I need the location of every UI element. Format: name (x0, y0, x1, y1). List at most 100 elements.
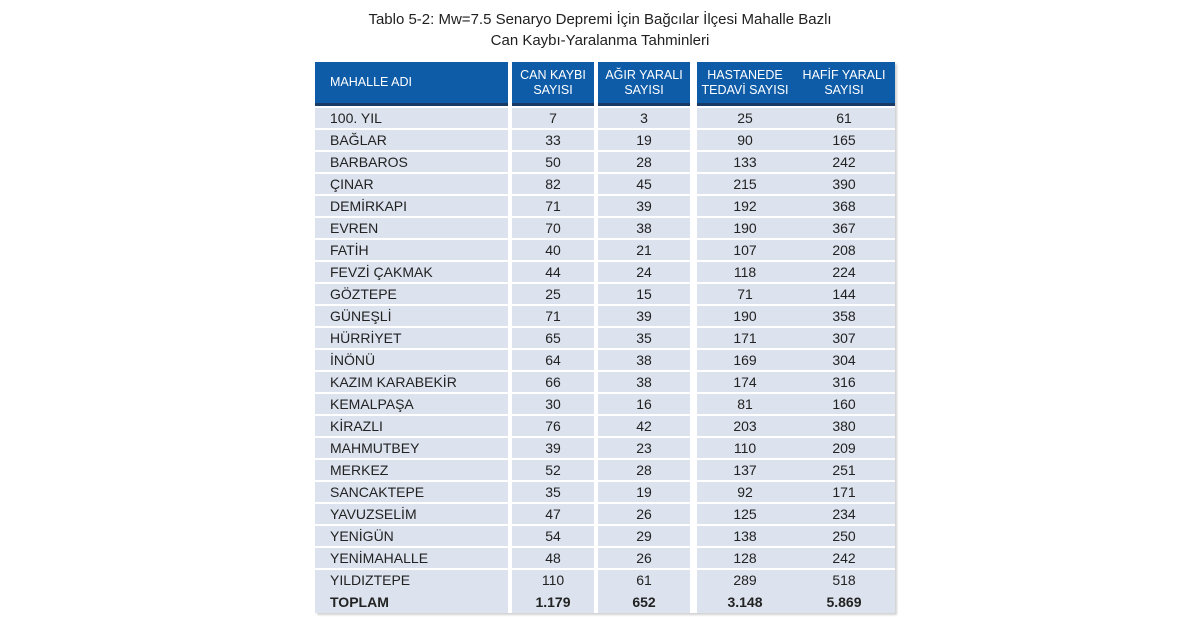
value-cell: 7 (512, 108, 594, 128)
value-cell: 21 (598, 240, 690, 260)
col-header-label: HASTANEDE (707, 67, 783, 82)
value-cell: 1.179 (512, 590, 594, 613)
table-row: DEMİRKAPI 71 39 192 368 (315, 196, 895, 216)
value-cell: 251 (793, 460, 895, 480)
table-row: EVREN 70 38 190 367 (315, 218, 895, 238)
value-cell: 26 (598, 548, 690, 568)
table-row: YENİGÜN 54 29 138 250 (315, 526, 895, 546)
value-cell: 23 (598, 438, 690, 458)
value-cell: 92 (697, 482, 793, 502)
mahalle-name-cell: BAĞLAR (315, 130, 508, 150)
col-header-mahalle-adi: MAHALLE ADI (315, 62, 508, 106)
col-header-label: CAN KAYBI (520, 67, 586, 82)
value-cell: 358 (793, 306, 895, 326)
value-cell: 29 (598, 526, 690, 546)
col-header-can-kaybi: CAN KAYBI SAYISI (512, 62, 594, 106)
value-cell: 28 (598, 152, 690, 172)
value-cell: 174 (697, 372, 793, 392)
table-row: KEMALPAŞA 30 16 81 160 (315, 394, 895, 414)
value-cell: 192 (697, 196, 793, 216)
value-cell: 19 (598, 482, 690, 502)
mahalle-name-cell: KAZIM KARABEKİR (315, 372, 508, 392)
table-caption: Tablo 5-2: Mw=7.5 Senaryo Depremi İçin B… (0, 9, 1200, 51)
value-cell: 42 (598, 416, 690, 436)
value-cell: 110 (697, 438, 793, 458)
mahalle-name-cell: ÇINAR (315, 174, 508, 194)
mahalle-name-cell: GÖZTEPE (315, 284, 508, 304)
table-row: KAZIM KARABEKİR 66 38 174 316 (315, 372, 895, 392)
value-cell: 125 (697, 504, 793, 524)
mahalle-name-cell: BARBAROS (315, 152, 508, 172)
value-cell: 61 (793, 108, 895, 128)
value-cell: 47 (512, 504, 594, 524)
value-cell: 66 (512, 372, 594, 392)
table-row: GÜNEŞLİ 71 39 190 358 (315, 306, 895, 326)
value-cell: 209 (793, 438, 895, 458)
col-header-label: MAHALLE ADI (330, 75, 412, 89)
mahalle-name-cell: YENİGÜN (315, 526, 508, 546)
value-cell: 316 (793, 372, 895, 392)
col-header-label: TEDAVİ SAYISI (701, 82, 789, 97)
table-header-row: MAHALLE ADI CAN KAYBI SAYISI AĞIR YARALI… (315, 62, 895, 106)
mahalle-name-cell: SANCAKTEPE (315, 482, 508, 502)
value-cell: 390 (793, 174, 895, 194)
value-cell: 39 (512, 438, 594, 458)
value-cell: 38 (598, 372, 690, 392)
table-row: GÖZTEPE 25 15 71 144 (315, 284, 895, 304)
value-cell: 15 (598, 284, 690, 304)
value-cell: 81 (697, 394, 793, 414)
value-cell: 44 (512, 262, 594, 282)
mahalle-name-cell: MERKEZ (315, 460, 508, 480)
value-cell: 242 (793, 548, 895, 568)
value-cell: 24 (598, 262, 690, 282)
value-cell: 138 (697, 526, 793, 546)
col-header-label: AĞIR YARALI (605, 67, 683, 82)
value-cell: 90 (697, 130, 793, 150)
mahalle-name-cell: FATİH (315, 240, 508, 260)
table-row: FATİH 40 21 107 208 (315, 240, 895, 260)
mahalle-name-cell: GÜNEŞLİ (315, 306, 508, 326)
table-row: BARBAROS 50 28 133 242 (315, 152, 895, 172)
value-cell: 380 (793, 416, 895, 436)
value-cell: 208 (793, 240, 895, 260)
value-cell: 33 (512, 130, 594, 150)
value-cell: 45 (598, 174, 690, 194)
value-cell: 39 (598, 196, 690, 216)
value-cell: 110 (512, 570, 594, 590)
col-header-label: SAYISI (824, 82, 864, 97)
value-cell: 76 (512, 416, 594, 436)
value-cell: 48 (512, 548, 594, 568)
value-cell: 3 (598, 108, 690, 128)
value-cell: 307 (793, 328, 895, 348)
value-cell: 165 (793, 130, 895, 150)
table-row: 100. YIL 7 3 25 61 (315, 108, 895, 128)
table-row: KİRAZLI 76 42 203 380 (315, 416, 895, 436)
value-cell: 30 (512, 394, 594, 414)
table-row: MAHMUTBEY 39 23 110 209 (315, 438, 895, 458)
value-cell: 3.148 (697, 590, 793, 613)
value-cell: 40 (512, 240, 594, 260)
value-cell: 54 (512, 526, 594, 546)
col-header-label: SAYISI (533, 82, 573, 97)
mahalle-name-cell: FEVZİ ÇAKMAK (315, 262, 508, 282)
mahalle-name-cell: YAVUZSELİM (315, 504, 508, 524)
value-cell: 171 (697, 328, 793, 348)
value-cell: 368 (793, 196, 895, 216)
value-cell: 133 (697, 152, 793, 172)
value-cell: 64 (512, 350, 594, 370)
mahalle-name-cell: YENİMAHALLE (315, 548, 508, 568)
value-cell: 25 (697, 108, 793, 128)
value-cell: 19 (598, 130, 690, 150)
value-cell: 224 (793, 262, 895, 282)
table-row: BAĞLAR 33 19 90 165 (315, 130, 895, 150)
col-header-hafif-yarali: HAFİF YARALI SAYISI (793, 62, 895, 106)
value-cell: 128 (697, 548, 793, 568)
value-cell: 61 (598, 570, 690, 590)
value-cell: 137 (697, 460, 793, 480)
value-cell: 71 (512, 196, 594, 216)
mahalle-name-cell: KİRAZLI (315, 416, 508, 436)
table-row: YILDIZTEPE 110 61 289 518 (315, 570, 895, 590)
value-cell: 39 (598, 306, 690, 326)
value-cell: 215 (697, 174, 793, 194)
value-cell: 50 (512, 152, 594, 172)
